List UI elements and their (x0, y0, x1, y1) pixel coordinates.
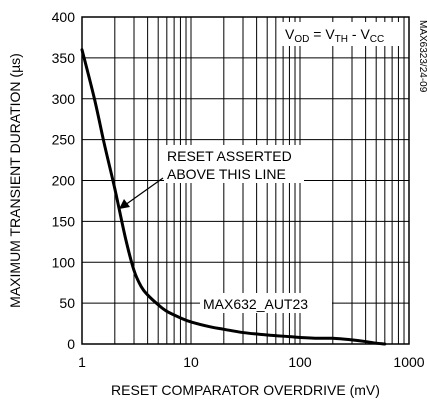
y-tick-label: 300 (52, 91, 76, 107)
x-tick-label: 100 (288, 354, 312, 370)
annotation-part-label: MAX632_AUT23 (203, 296, 308, 312)
y-tick-labels: 0 50 100 150 200 250 300 350 400 (52, 9, 76, 352)
y-tick-label: 250 (52, 132, 76, 148)
series-line (80, 48, 387, 346)
y-tick-label: 400 (52, 9, 76, 25)
x-tick-label: 10 (183, 354, 199, 370)
annotation-arrow-head (119, 199, 130, 209)
annotation-region-line-2: ABOVE THIS LINE (167, 166, 286, 182)
y-tick-label: 200 (52, 173, 76, 189)
y-tick-label: 150 (52, 213, 76, 229)
annotation-arrow-line (124, 177, 164, 206)
formula-label: VOD = VTH - VCC (285, 26, 384, 45)
y-tick-label: 50 (59, 295, 75, 311)
x-axis-label: RESET COMPARATOR OVERDRIVE (mV) (111, 382, 380, 398)
x-tick-label: 1000 (393, 354, 424, 370)
side-code-label: MAX6323/24-09 (417, 20, 427, 93)
y-axis-label: MAXIMUM TRANSIENT DURATION (µs) (7, 53, 23, 308)
annotation-region-line-1: RESET ASSERTED (167, 148, 292, 164)
annotation-part-background (200, 293, 332, 313)
formula-box-background (281, 22, 403, 46)
y-tick-label: 0 (67, 336, 75, 352)
annotation-region-background (164, 145, 304, 183)
x-tick-labels: 1 10 100 1000 (78, 354, 425, 370)
y-tick-label: 350 (52, 50, 76, 66)
x-tick-label: 1 (78, 354, 86, 370)
y-tick-label: 100 (52, 254, 76, 270)
plot-frame (81, 16, 410, 345)
